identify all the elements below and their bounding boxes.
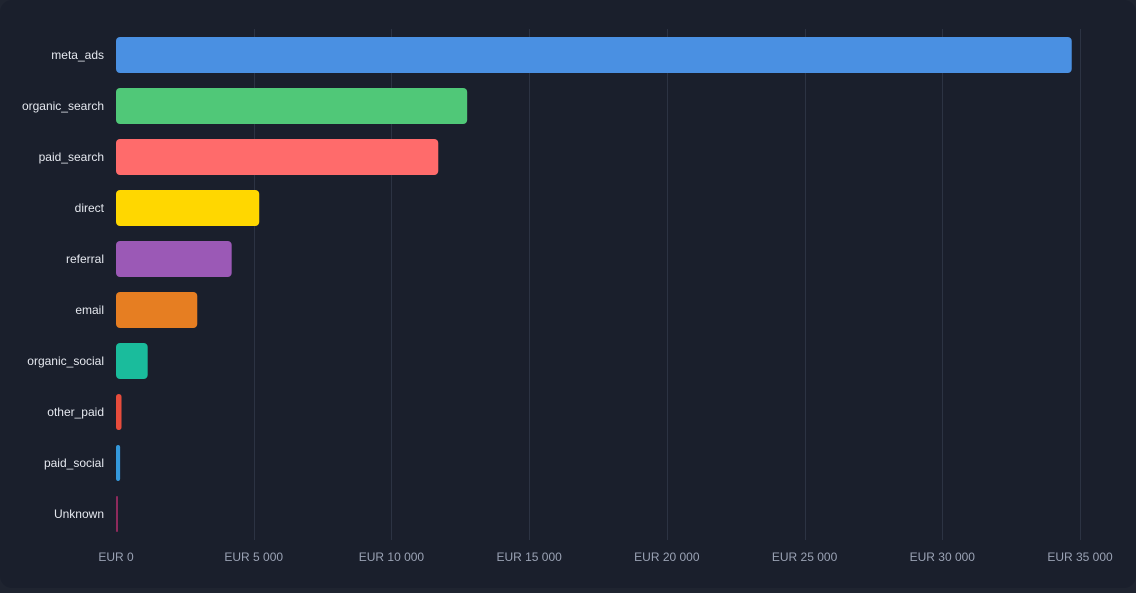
bar-organic_social[interactable] [116, 343, 148, 379]
x-tick-label: EUR 0 [98, 550, 134, 564]
category-label: meta_ads [51, 48, 104, 62]
bar-referral[interactable] [116, 241, 232, 277]
category-label: Unknown [54, 507, 104, 521]
category-label: other_paid [47, 405, 104, 419]
category-label: organic_social [27, 354, 104, 368]
bar-email[interactable] [116, 292, 198, 328]
category-label: email [75, 303, 104, 317]
x-tick-label: EUR 30 000 [910, 550, 976, 564]
bar-organic_search[interactable] [116, 88, 468, 124]
x-tick-label: EUR 5 000 [224, 550, 283, 564]
bar-Unknown[interactable] [116, 496, 118, 532]
bar-direct[interactable] [116, 190, 260, 226]
x-tick-label: EUR 15 000 [496, 550, 562, 564]
x-tick-label: EUR 25 000 [772, 550, 838, 564]
bar-paid_search[interactable] [116, 139, 439, 175]
x-tick-label: EUR 35 000 [1047, 550, 1113, 564]
category-label: referral [66, 252, 104, 266]
bar-other_paid[interactable] [116, 394, 122, 430]
category-label: organic_search [22, 99, 104, 113]
bar-meta_ads[interactable] [116, 37, 1072, 73]
category-label: direct [75, 201, 105, 215]
category-label: paid_social [44, 456, 104, 470]
bars [116, 37, 1072, 532]
category-label: paid_search [39, 150, 104, 164]
x-tick-label: EUR 10 000 [359, 550, 425, 564]
x-tick-label: EUR 20 000 [634, 550, 700, 564]
x-axis-tick-labels: EUR 0 EUR 5 000 EUR 10 000 EUR 15 000 EUR 20… [98, 550, 1113, 564]
bar-paid_social[interactable] [116, 445, 121, 481]
